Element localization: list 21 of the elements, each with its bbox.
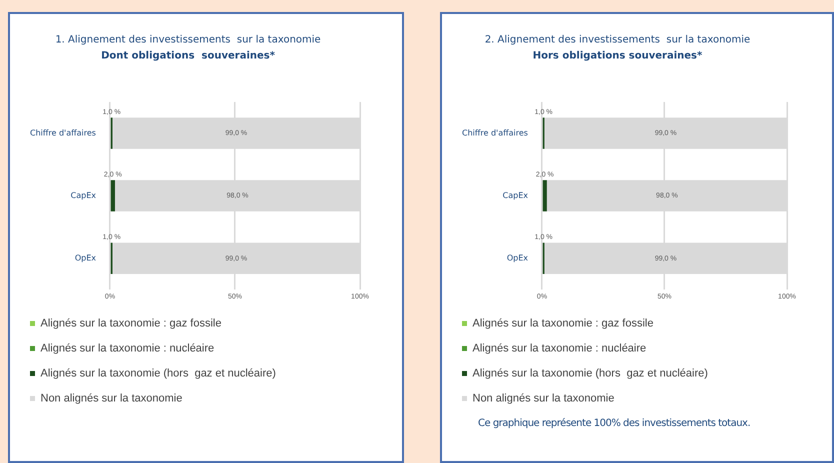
legend-label: Alignés sur la taxonomie : nucléaire: [472, 342, 646, 355]
y-tick-label: CapEx: [502, 190, 528, 200]
chart-title: 1. Alignement des investissements sur la taxonomie: [55, 34, 321, 46]
chart-title: 2. Alignement des investissements sur la taxonomie: [484, 34, 750, 46]
y-tick-label: Chiffre d'affaires: [462, 128, 528, 138]
chart-subtitle: Hors obligations souveraines*: [532, 50, 703, 62]
y-tick-label: OpEx: [506, 253, 528, 262]
legend-label: Alignés sur la taxonomie : gaz fossile: [40, 318, 222, 330]
bar: [542, 180, 547, 212]
text: Ce graphique représente 100% des investissements totaux.: [478, 418, 750, 429]
y-tick-label: Chiffre d'affaires: [30, 128, 96, 138]
legend-label: Alignés sur la taxonomie : nucléaire: [40, 342, 214, 355]
y-tick-label: CapEx: [70, 190, 96, 200]
legend-label: Alignés sur la taxonomie : gaz fossile: [472, 318, 654, 330]
chart-subtitle: Dont obligations souveraines*: [101, 50, 276, 62]
legend-label: Non alignés sur la taxonomie: [40, 392, 182, 405]
legend-label: Non alignés sur la taxonomie: [472, 392, 614, 405]
y-tick-label: OpEx: [74, 253, 96, 262]
bar: [110, 180, 115, 212]
legend-label: Alignés sur la taxonomie (hors gaz et nucléaire): [472, 368, 708, 380]
legend-label: Alignés sur la taxonomie (hors gaz et nucléaire): [40, 368, 276, 380]
